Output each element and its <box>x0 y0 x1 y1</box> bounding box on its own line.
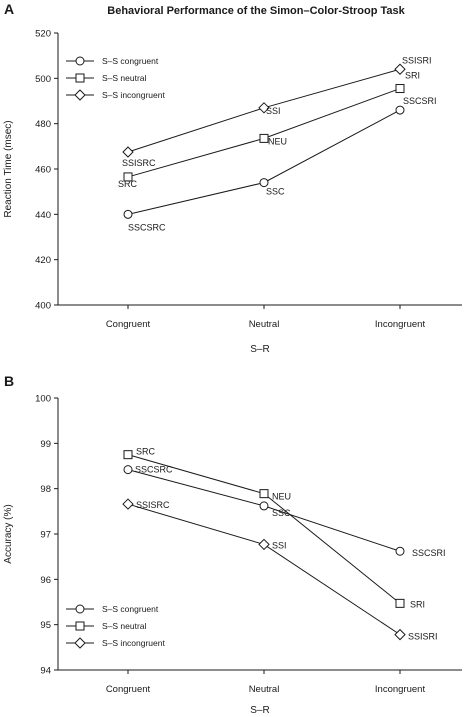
data-label: SRI <box>405 71 420 81</box>
x-axis-label: S–R <box>250 344 269 355</box>
y-tick-label: 460 <box>35 165 51 176</box>
y-tick-label: 480 <box>35 119 51 130</box>
y-tick-label: 98 <box>40 484 51 495</box>
series-line <box>127 88 401 178</box>
data-label: SSCSRI <box>403 96 437 106</box>
y-tick-label: 94 <box>40 666 51 677</box>
y-tick-label: 420 <box>35 255 51 266</box>
legend-entry: S–S neutral <box>102 73 147 83</box>
data-point <box>122 146 134 158</box>
legend-marker <box>75 604 85 614</box>
legend-entry: S–S congruent <box>102 604 159 614</box>
y-tick-label: 500 <box>35 74 51 85</box>
legend-entry: S–S neutral <box>102 621 147 631</box>
data-label: SRI <box>410 599 425 609</box>
data-point <box>123 172 133 182</box>
x-axis-label: S–R <box>250 705 269 716</box>
data-point <box>395 84 405 94</box>
legend-marker <box>75 73 85 83</box>
y-tick-label: 400 <box>35 301 51 312</box>
panel-letter: B <box>4 373 14 389</box>
x-tick-label: Incongruent <box>375 684 426 695</box>
data-point <box>259 178 269 188</box>
data-point <box>258 538 270 551</box>
data-point <box>122 498 134 510</box>
legend-entry: S–S congruent <box>102 56 159 66</box>
y-axis-label: Reaction Time (msec) <box>3 120 14 217</box>
data-label: SSC <box>266 187 285 197</box>
x-tick-label: Incongruent <box>375 319 426 330</box>
series-line <box>127 454 401 604</box>
y-tick-label: 440 <box>35 210 51 221</box>
data-point <box>259 133 269 143</box>
data-point <box>259 489 269 499</box>
data-label: SSISRC <box>122 158 156 168</box>
data-point <box>258 102 270 114</box>
data-point <box>123 465 133 475</box>
data-label: SSCSRC <box>135 465 173 475</box>
data-label: SSISRC <box>136 500 170 510</box>
data-point <box>395 598 405 608</box>
x-tick-label: Neutral <box>249 319 280 330</box>
y-tick-label: 96 <box>40 575 51 586</box>
legend-marker <box>75 56 85 66</box>
x-tick-label: Congruent <box>106 684 151 695</box>
y-tick-label: 99 <box>40 439 51 450</box>
x-tick-label: Congruent <box>106 319 151 330</box>
data-label: SRC <box>136 447 156 457</box>
data-label: NEU <box>268 136 287 146</box>
data-label: SSISRI <box>402 55 432 65</box>
data-point <box>395 546 405 556</box>
data-label: SRC <box>118 179 138 189</box>
series-line <box>127 109 401 215</box>
legend-entry: S–S incongruent <box>102 90 165 100</box>
chart-title: Behavioral Performance of the Simon–Colo… <box>107 5 405 17</box>
panel-a-chart: A Behavioral Performance of the Simon–Col… <box>3 1 462 355</box>
data-label: NEU <box>272 492 291 502</box>
panel-b-chart: B 94 95 96 97 98 99 100 Congruent Neutral Incongru… <box>3 373 462 716</box>
legend-marker <box>74 637 86 649</box>
x-tick-label: Neutral <box>249 684 280 695</box>
data-point <box>259 501 269 511</box>
data-label: SSI <box>266 106 281 116</box>
y-axis-label: Accuracy (%) <box>3 504 14 563</box>
data-point <box>123 209 133 219</box>
legend-marker <box>74 89 86 101</box>
data-label: SSCSRC <box>128 222 166 232</box>
data-label: SSC <box>272 508 291 518</box>
data-label: SSCSRI <box>412 548 446 558</box>
series-line <box>127 503 401 636</box>
data-point <box>394 628 406 641</box>
panel-letter: A <box>4 1 14 17</box>
legend-entry: S–S incongruent <box>102 638 165 648</box>
data-label: SSISRI <box>408 632 438 642</box>
data-point <box>395 105 405 115</box>
y-tick-label: 97 <box>40 530 51 541</box>
y-tick-label: 100 <box>35 394 51 405</box>
data-point <box>394 63 406 75</box>
y-tick-label: 95 <box>40 620 51 631</box>
legend-marker <box>75 621 85 631</box>
data-label: SSI <box>272 540 287 550</box>
data-point <box>123 450 133 460</box>
y-tick-label: 520 <box>35 29 51 40</box>
